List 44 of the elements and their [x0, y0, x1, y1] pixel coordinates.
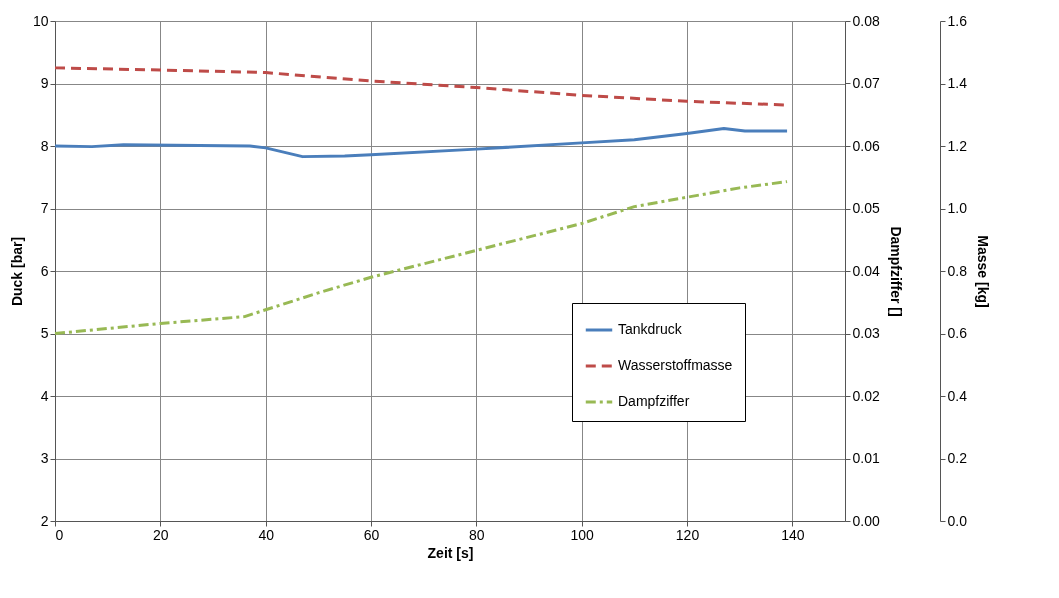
x-tick-label: 100 — [570, 526, 595, 543]
x-tick-label: 20 — [153, 526, 169, 543]
x-tick-label: 120 — [675, 526, 700, 543]
y-tick-label: 9 — [40, 75, 49, 91]
y-tick-label: 7 — [40, 200, 49, 216]
y2-tick-label: 0.02 — [852, 387, 880, 404]
x-axis-title: Zeit [s] — [427, 544, 474, 561]
y3-tick-label: 0.4 — [947, 387, 968, 404]
line-series — [53, 180, 789, 335]
y2-tick-label: 0.03 — [852, 325, 880, 341]
y3-tick-label: 0.0 — [947, 512, 968, 529]
y-tick-label: 5 — [40, 325, 49, 341]
y-tick-label: 2 — [40, 512, 49, 529]
y3-tick-label: 0.6 — [947, 325, 968, 341]
y3-axis-title: Masse [kg] — [974, 235, 991, 308]
y-axis-title: Duck [bar] — [8, 236, 25, 307]
y2-tick-label: 0.08 — [852, 12, 880, 29]
y2-tick-label: 0.06 — [852, 137, 880, 154]
y3-tick-label: 0.2 — [947, 450, 968, 466]
y-tick-label: 8 — [40, 137, 49, 154]
y3-tick-label: 1.0 — [947, 200, 968, 216]
y2-axis-title: Dampfziffer [] — [887, 226, 904, 317]
y2-tick-label: 0.04 — [852, 262, 880, 279]
x-tick-label: 80 — [469, 526, 485, 543]
legend-label: Tankdruck — [618, 321, 683, 337]
y2-tick-label: 0.05 — [852, 200, 880, 216]
y3-tick-label: 0.8 — [947, 262, 968, 279]
y-tick-label: 10 — [32, 12, 49, 29]
x-tick-label: 40 — [258, 526, 275, 543]
y-tick-label: 3 — [40, 450, 49, 466]
y3-tick-label: 1.4 — [947, 75, 968, 91]
y2-tick-label: 0.01 — [852, 450, 880, 466]
y2-tick-label: 0.07 — [852, 75, 880, 91]
x-tick-label: 60 — [363, 526, 380, 543]
x-tick-label: 0 — [55, 526, 64, 543]
y2-tick-label: 0.00 — [852, 512, 880, 529]
y-tick-label: 6 — [40, 262, 49, 279]
line-series — [53, 127, 789, 159]
x-tick-label: 140 — [781, 526, 805, 543]
y-tick-label: 4 — [40, 387, 49, 404]
y3-tick-label: 1.6 — [947, 12, 968, 29]
legend-label: Wasserstoffmasse — [618, 357, 733, 373]
y3-tick-label: 1.2 — [947, 137, 968, 154]
legend-label: Dampfziffer — [618, 393, 690, 409]
